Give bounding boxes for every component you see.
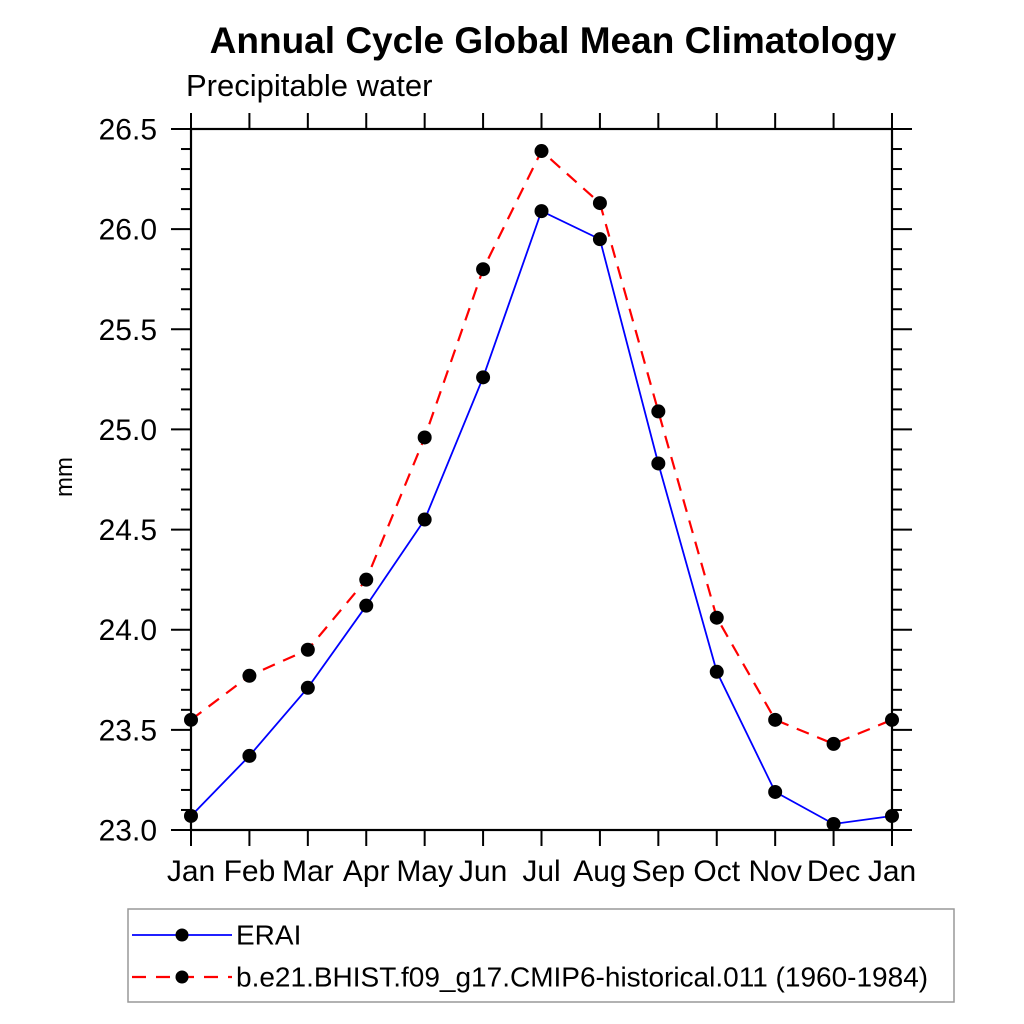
data-point-marker (300, 642, 315, 657)
data-point-marker (826, 816, 841, 831)
y-tick-label: 25.0 (99, 414, 157, 447)
data-point-marker (885, 712, 899, 727)
y-tick-label: 26.5 (99, 114, 157, 147)
data-point-marker (359, 598, 374, 613)
chart-subtitle: Precipitable water (186, 68, 432, 103)
data-point-marker (768, 784, 783, 799)
data-point-marker (885, 808, 899, 823)
legend: ERAI b.e21.BHIST.f09_g17.CMIP6-historical… (127, 908, 955, 1003)
y-tick-label: 25.5 (99, 314, 157, 347)
x-axis-ticks (190, 113, 893, 846)
data-point-marker (476, 262, 491, 277)
data-point-marker (359, 572, 374, 587)
data-point-marker (534, 204, 549, 219)
y-tick-label: 26.0 (99, 214, 157, 247)
data-point-marker (826, 736, 841, 751)
data-point-marker (184, 808, 198, 823)
data-point-marker (300, 680, 315, 695)
x-tick-label: Jan (167, 855, 215, 888)
legend-entry-marker (175, 928, 189, 942)
y-axis-ticks (171, 128, 912, 831)
x-tick-label: Jun (459, 855, 507, 888)
data-point-marker (592, 196, 607, 211)
y-tick-label: 23.5 (99, 714, 157, 747)
chart-title: Annual Cycle Global Mean Climatology (210, 20, 897, 61)
x-tick-label: Dec (807, 855, 860, 888)
x-tick-label: Oct (693, 855, 740, 888)
x-tick-label: Feb (224, 855, 276, 888)
data-point-marker (534, 144, 549, 159)
data-point-marker (709, 664, 724, 679)
data-point-marker (242, 748, 257, 763)
x-tick-label: Apr (343, 855, 390, 888)
legend-box (127, 908, 955, 1003)
legend-entry-label: b.e21.BHIST.f09_g17.CMIP6-historical.011… (236, 962, 928, 993)
y-tick-label: 23.0 (99, 815, 157, 848)
y-axis-label: mm (51, 457, 78, 497)
x-tick-label: Jul (522, 855, 560, 888)
legend-entry-marker (175, 970, 189, 984)
data-point-marker (709, 610, 724, 625)
data-point-marker (417, 512, 432, 527)
data-point-marker (768, 712, 783, 727)
series-line-model (190, 149, 893, 746)
data-point-marker (184, 712, 198, 727)
data-point-marker (592, 232, 607, 247)
data-point-marker (242, 668, 257, 683)
data-point-marker (651, 404, 666, 419)
x-tick-label: Aug (573, 855, 626, 888)
x-tick-label: Mar (282, 855, 334, 888)
y-tick-label: 24.0 (99, 614, 157, 647)
legend-entry-label: ERAI (236, 920, 301, 951)
x-tick-label: Nov (748, 855, 801, 888)
data-series (184, 144, 899, 831)
data-point-marker (476, 370, 491, 385)
data-point-marker (651, 456, 666, 471)
series-line-erai (190, 209, 893, 825)
x-tick-labels: Jan Feb Mar Apr May Jun Jul Aug Sep Oct Nov Dec Jan (167, 855, 916, 888)
x-tick-label: Jan (868, 855, 916, 888)
x-tick-label: Sep (632, 855, 685, 888)
x-tick-label: May (396, 855, 453, 888)
data-point-marker (417, 430, 432, 445)
y-tick-label: 24.5 (99, 514, 157, 547)
y-tick-labels: 23.0 23.5 24.0 24.5 25.0 25.5 26.0 26.5 (99, 114, 157, 848)
